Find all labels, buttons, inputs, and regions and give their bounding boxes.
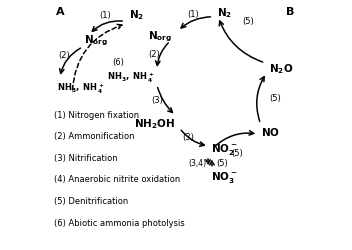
Text: (6) Abiotic ammonia photolysis: (6) Abiotic ammonia photolysis	[54, 218, 185, 227]
Text: $\mathbf{NH_3,\ NH_4^+}$: $\mathbf{NH_3,\ NH_4^+}$	[107, 71, 155, 85]
Text: B: B	[285, 7, 294, 17]
Text: (2): (2)	[148, 50, 160, 59]
Text: (2): (2)	[58, 51, 70, 60]
Text: $\mathbf{NH_2OH}$: $\mathbf{NH_2OH}$	[134, 117, 176, 130]
Text: $\mathbf{N_{org}}$: $\mathbf{N_{org}}$	[147, 30, 171, 44]
Text: (5): (5)	[269, 93, 281, 102]
Text: $\mathbf{NH_3,\ NH_4^+}$: $\mathbf{NH_3,\ NH_4^+}$	[57, 81, 105, 96]
Text: (3): (3)	[151, 96, 163, 105]
Text: (1) Nitrogen fixation: (1) Nitrogen fixation	[54, 110, 139, 119]
Text: $\mathbf{N_{org}}$: $\mathbf{N_{org}}$	[84, 33, 108, 47]
Text: $\mathbf{NO}$: $\mathbf{NO}$	[260, 126, 279, 138]
Text: (4) Anaerobic nitrite oxidation: (4) Anaerobic nitrite oxidation	[54, 175, 180, 184]
Text: (2) Ammonification: (2) Ammonification	[54, 132, 134, 141]
Text: (3): (3)	[183, 132, 195, 141]
Text: $\mathbf{N_2}$: $\mathbf{N_2}$	[129, 8, 144, 22]
Text: (5): (5)	[231, 148, 243, 158]
Text: A: A	[56, 7, 65, 17]
Text: (3,4): (3,4)	[188, 158, 206, 167]
Text: (5): (5)	[242, 17, 254, 26]
Text: (3) Nitrification: (3) Nitrification	[54, 153, 118, 162]
Text: $\mathbf{NO_2^-}$: $\mathbf{NO_2^-}$	[211, 142, 238, 156]
Text: $\mathbf{N_2O}$: $\mathbf{N_2O}$	[269, 62, 294, 76]
Text: $\mathbf{N_2}$: $\mathbf{N_2}$	[217, 6, 232, 20]
Text: (5): (5)	[216, 158, 228, 167]
Text: $\mathbf{NO_3^-}$: $\mathbf{NO_3^-}$	[211, 169, 238, 184]
Text: (5) Denitrification: (5) Denitrification	[54, 196, 128, 205]
Text: (1): (1)	[99, 11, 111, 20]
Text: (1): (1)	[188, 10, 199, 19]
Text: (6): (6)	[113, 58, 125, 66]
